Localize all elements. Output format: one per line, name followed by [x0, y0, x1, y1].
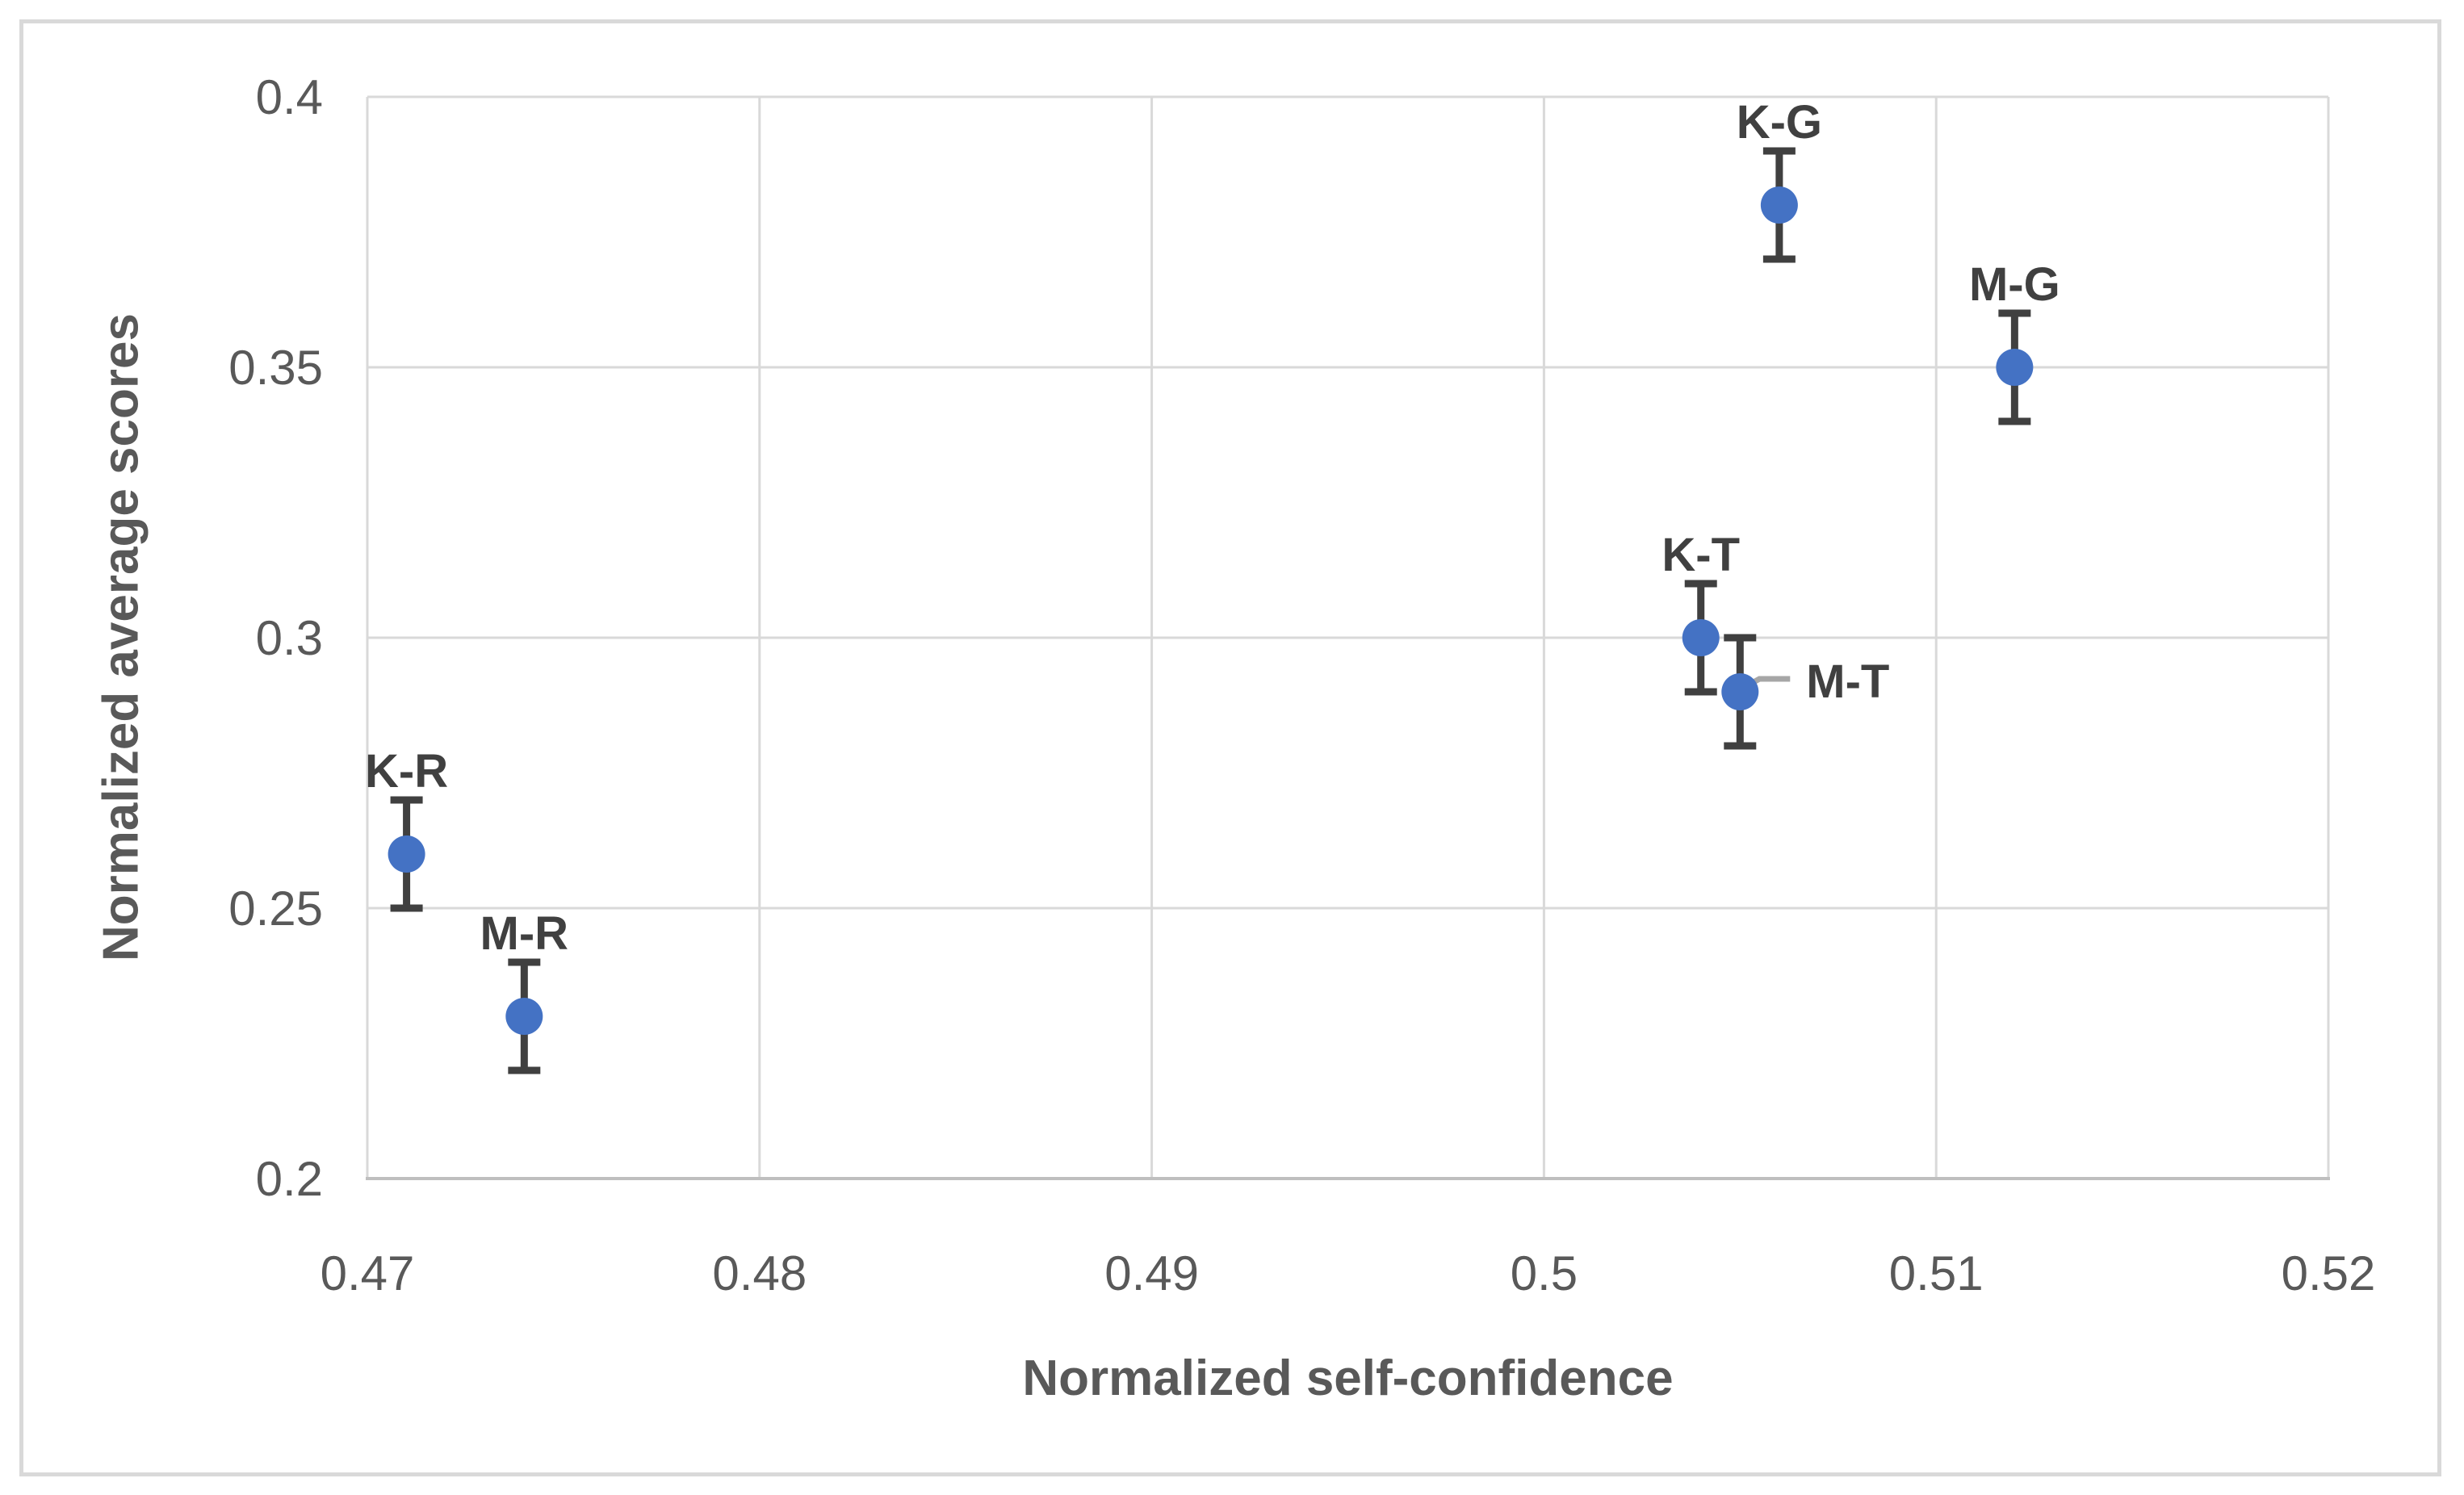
x-tick-0.47: 0.47 — [321, 1246, 415, 1300]
marker-M-G — [1996, 349, 2034, 386]
point-label-K-R: K-R — [365, 745, 448, 798]
marker-M-R — [505, 998, 543, 1035]
y-axis-title: Normalized average scores — [93, 313, 149, 962]
data-point-M-R: M-R — [480, 907, 569, 1074]
y-tick-0.2: 0.2 — [256, 1152, 323, 1206]
x-tick-0.48: 0.48 — [712, 1246, 807, 1300]
data-point-K-G: K-G — [1737, 96, 1822, 263]
x-tick-0.52: 0.52 — [2282, 1246, 2376, 1300]
point-label-K-G: K-G — [1737, 96, 1822, 149]
x-tick-0.51: 0.51 — [1889, 1246, 1984, 1300]
data-point-K-T: K-T — [1662, 529, 1740, 696]
point-label-M-R: M-R — [480, 907, 569, 960]
marker-M-T — [1721, 673, 1759, 710]
data-point-M-G: M-G — [1969, 258, 2060, 425]
data-point-M-T: M-T — [1721, 634, 1889, 750]
x-tick-0.5: 0.5 — [1511, 1246, 1578, 1300]
point-label-M-T: M-T — [1806, 655, 1889, 708]
marker-K-R — [388, 835, 425, 873]
y-tick-0.4: 0.4 — [256, 70, 323, 124]
y-tick-0.3: 0.3 — [256, 611, 323, 665]
point-label-M-G: M-G — [1969, 258, 2060, 311]
data-point-K-R: K-R — [365, 745, 448, 912]
y-tick-0.35: 0.35 — [228, 341, 323, 395]
y-tick-0.25: 0.25 — [228, 882, 323, 936]
marker-K-T — [1682, 619, 1720, 656]
point-label-K-T: K-T — [1662, 529, 1740, 581]
marker-K-G — [1760, 186, 1798, 224]
x-axis-title: Normalized self-confidence — [1022, 1351, 1674, 1406]
x-tick-0.49: 0.49 — [1104, 1246, 1199, 1300]
chart-border — [19, 19, 2441, 1476]
